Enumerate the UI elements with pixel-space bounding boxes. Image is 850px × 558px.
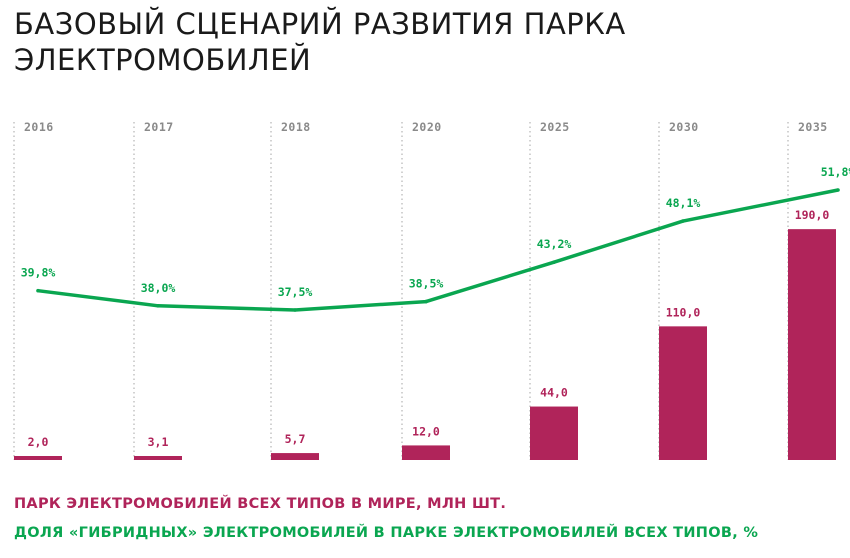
bar-value-2035: 190,0: [795, 208, 830, 222]
line-point-2030: [681, 219, 685, 223]
line-value-2017: 38,0%: [141, 281, 176, 295]
bar-value-2020: 12,0: [412, 424, 440, 438]
bar-value-2025: 44,0: [540, 386, 568, 400]
line-value-2030: 48,1%: [666, 196, 701, 210]
legend-bars-label: ПАРК ЭЛЕКТРОМОБИЛЕЙ ВСЕХ ТИПОВ В МИРЕ, М…: [14, 496, 507, 512]
bar-2035: [788, 229, 836, 460]
legend-line-label: ДОЛЯ «ГИБРИДНЫХ» ЭЛЕКТРОМОБИЛЕЙ В ПАРКЕ …: [14, 525, 759, 541]
line-point-2017: [156, 304, 160, 308]
bar-2025: [530, 406, 578, 460]
bar-value-2017: 3,1: [148, 435, 169, 449]
year-label-2025: 2025: [540, 120, 570, 134]
chart-area: 2016 2,0 2017 3,1 2018 5,7 2020 12,0 2025 44,0 203…: [13, 120, 850, 460]
title-line-1: БАЗОВЫЙ СЦЕНАРИЙ РАЗВИТИЯ ПАРКА: [14, 7, 626, 41]
chart-title: БАЗОВЫЙ СЦЕНАРИЙ РАЗВИТИЯ ПАРКА ЭЛЕКТРОМ…: [14, 6, 626, 78]
bar-value-2018: 5,7: [285, 432, 306, 446]
line-point-2035: [836, 188, 840, 192]
bar-2017: [134, 456, 182, 460]
year-label-2035: 2035: [798, 120, 828, 134]
line-value-2018: 37,5%: [278, 285, 313, 299]
line-value-2020: 38,5%: [409, 277, 444, 291]
bar-2018: [271, 453, 319, 460]
year-label-2016: 2016: [24, 120, 54, 134]
line-point-2020: [424, 299, 428, 304]
year-label-2017: 2017: [144, 120, 174, 134]
line-value-2035: 51,8%: [821, 165, 850, 179]
line-value-2025: 43,2%: [537, 237, 572, 251]
year-label-2018: 2018: [281, 120, 311, 134]
year-label-2030: 2030: [669, 120, 699, 134]
title-line-2: ЭЛЕКТРОМОБИЛЕЙ: [14, 43, 312, 77]
line-value-2016: 39,8%: [21, 266, 56, 280]
bar-2030: [659, 326, 707, 460]
bar-2020: [402, 445, 450, 460]
line-point-2016: [36, 288, 40, 293]
bar-2016: [14, 456, 62, 460]
year-label-2020: 2020: [412, 120, 442, 134]
bar-value-2016: 2,0: [28, 435, 49, 449]
line-point-2018: [293, 308, 297, 312]
bar-value-2030: 110,0: [666, 305, 701, 319]
line-point-2025: [552, 260, 556, 264]
